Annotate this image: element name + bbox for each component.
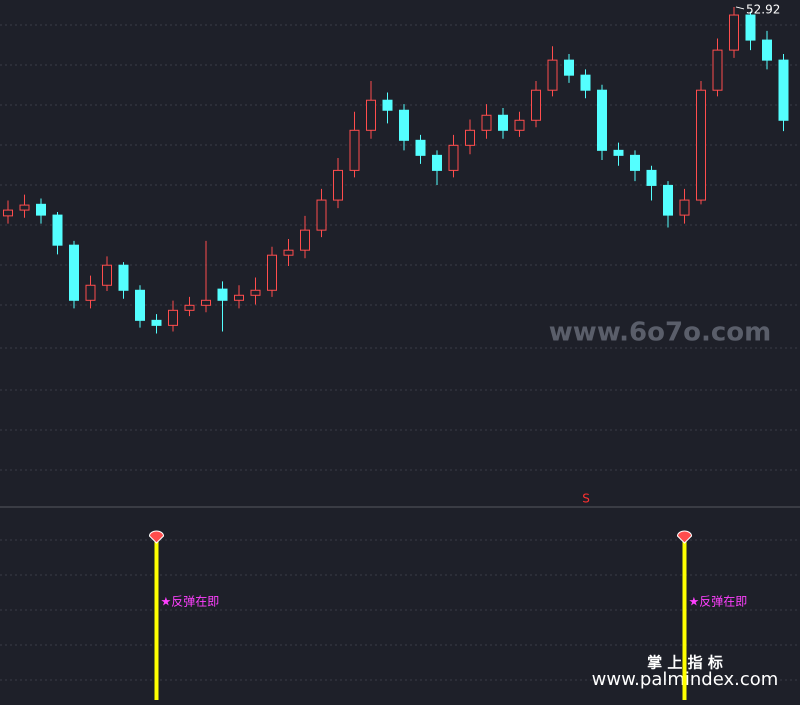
marker: S [582,492,590,506]
candle-body [399,109,409,141]
candle-body [267,254,277,291]
candle-body [762,39,772,61]
candle-body [36,203,46,216]
candle-body [135,289,145,321]
candle-body [349,129,360,171]
candle-body [300,229,310,251]
candle-body [547,59,558,91]
candle-body [151,319,162,326]
watermark: www.6o7o.com [549,318,771,348]
candle-body [465,129,475,146]
candle-body [663,184,673,216]
candle-body [580,74,591,91]
candle-body [646,169,657,186]
candle-body [52,214,63,246]
candle-body [316,199,327,231]
candle-body [514,119,525,131]
high-label: 52.92 [746,2,780,16]
candle-body [201,299,211,306]
candle-body [696,89,706,201]
candle-body [481,114,492,131]
candle-body [217,288,228,301]
candle-body [745,14,756,41]
signal-bar [682,540,687,700]
candle-body [415,139,426,156]
candle-body [184,304,195,311]
high-pointer [735,6,745,10]
candle-body [778,59,789,121]
candle-body [729,14,739,51]
signal-bar [154,540,159,700]
candle-body [531,89,541,121]
candle-body [19,204,30,211]
candle-body [234,294,244,301]
candle-body [102,264,112,286]
candle-body [168,309,178,326]
candle-body [448,144,459,171]
candle-body [283,249,294,256]
candle-body [613,149,624,156]
candle-body [3,209,13,217]
grid [0,24,800,681]
candle-body [333,169,343,201]
candle-body [679,199,690,216]
signal-icon [148,530,165,544]
signal-label: ★反弹在即 [689,595,748,609]
candle-body [630,154,640,171]
signal-label: ★反弹在即 [161,595,220,609]
candle-body [118,264,129,291]
candle-body [498,114,508,131]
candle-body [366,99,376,131]
candle-body [69,244,79,301]
candle-body [250,289,261,296]
candle-body [432,154,442,171]
candle-body [382,99,393,111]
signal-icon [676,530,693,544]
candle-body [85,284,96,301]
candle-body [564,59,574,76]
candle-body [597,89,607,151]
candle-body [712,49,723,91]
